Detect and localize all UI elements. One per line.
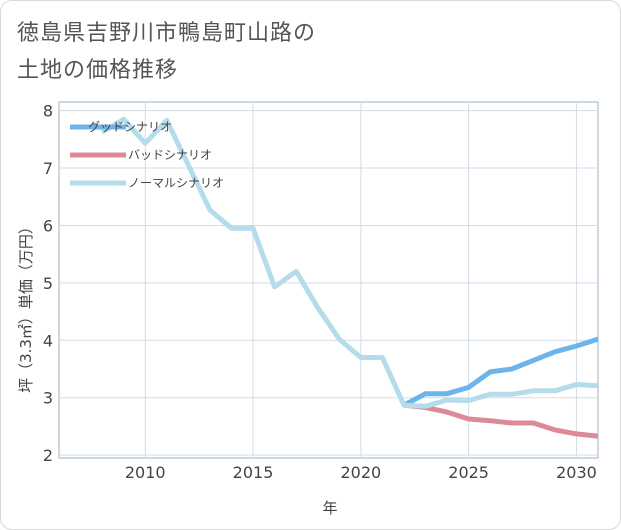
plot-area bbox=[58, 101, 599, 459]
chart-title-line1: 徳島県吉野川市鴨島町山路の bbox=[17, 21, 317, 46]
y-tick-label: 5 bbox=[43, 274, 53, 293]
legend-label-normal: ノーマルシナリオ bbox=[128, 176, 224, 190]
chart-title-line2: 土地の価格推移 bbox=[17, 58, 179, 83]
grid-lines bbox=[59, 102, 598, 458]
series-line-bad bbox=[403, 402, 598, 439]
legend-label-good: グッドシナリオ bbox=[88, 120, 172, 134]
series-line-normal bbox=[100, 116, 598, 409]
legend-label-bad: バッドシナリオ bbox=[128, 148, 212, 162]
x-tick-label: 2010 bbox=[125, 463, 166, 482]
x-tick-label: 2020 bbox=[340, 463, 381, 482]
axis-ticks: 2010 2015 2020 2025 2030 2 3 4 5 6 7 8 bbox=[43, 102, 597, 482]
x-tick-label: 2025 bbox=[448, 463, 489, 482]
y-tick-label: 7 bbox=[43, 159, 53, 178]
series-line-good bbox=[402, 336, 598, 408]
y-tick-label: 6 bbox=[43, 216, 53, 235]
y-tick-label: 4 bbox=[43, 331, 53, 350]
y-axis-label: 坪（3.3㎡）単価（万円） bbox=[17, 219, 35, 393]
x-tick-label: 2030 bbox=[556, 463, 597, 482]
series-lines bbox=[100, 116, 598, 439]
y-tick-label: 3 bbox=[43, 389, 53, 408]
y-tick-label: 8 bbox=[43, 102, 53, 121]
x-axis-label: 年 bbox=[322, 499, 337, 517]
chart-title: 徳島県吉野川市鴨島町山路の 土地の価格推移 bbox=[17, 15, 577, 89]
y-tick-label: 2 bbox=[43, 446, 53, 465]
x-tick-label: 2015 bbox=[233, 463, 274, 482]
